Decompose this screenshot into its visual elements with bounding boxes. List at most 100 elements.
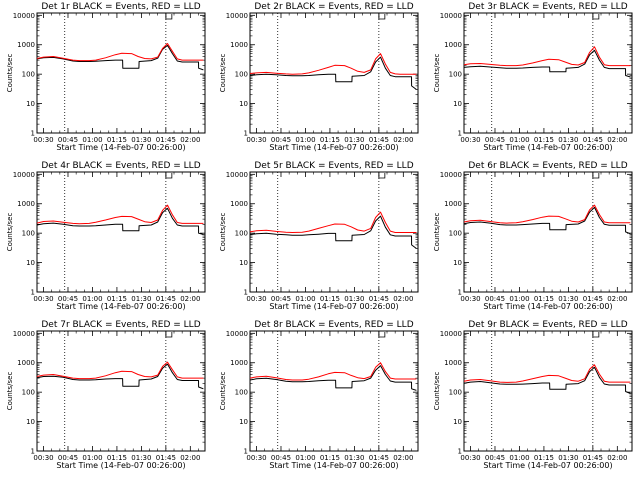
x-tick-label: 02:00: [393, 454, 413, 462]
x-tick-label: 02:00: [180, 295, 200, 303]
y-axis-label: Counts/sec: [433, 54, 441, 93]
axes-frame: [249, 330, 419, 452]
bracket-marker: [592, 332, 600, 338]
lld-series-line: [249, 211, 417, 233]
lld-series-line: [463, 46, 631, 67]
x-tick-label: 01:00: [509, 136, 529, 144]
x-tick-label: 00:45: [485, 136, 505, 144]
panel-6: Det 6r BLACK = Events, RED = LLD 1 10 100 10…: [433, 161, 633, 311]
y-tick-label: 10000: [440, 330, 462, 338]
events-series-line: [463, 49, 631, 78]
x-tick-label: 01:30: [131, 295, 151, 303]
y-tick-label: 1: [31, 448, 35, 456]
y-tick-label: 100: [22, 230, 35, 238]
y-axis-label: Counts/sec: [6, 372, 14, 411]
panel-9: Det 9r BLACK = Events, RED = LLD 1 10 100 10…: [433, 320, 633, 470]
y-tick-label: 100: [235, 230, 248, 238]
events-series-line: [249, 365, 417, 391]
y-tick-label: 10000: [226, 171, 248, 179]
x-tick-label: 02:00: [180, 136, 200, 144]
y-axis-label: Counts/sec: [433, 372, 441, 411]
x-tick-label: 01:15: [107, 454, 127, 462]
x-tick-label: 01:15: [320, 136, 340, 144]
axes-frame: [36, 171, 206, 293]
axes-frame: [36, 12, 206, 134]
axes-frame: [463, 330, 633, 452]
panel-title: Det 2r BLACK = Events, RED = LLD: [254, 2, 413, 12]
lld-series-line: [36, 43, 204, 62]
axes-frame: [36, 330, 206, 452]
y-axis-label: Counts/sec: [219, 54, 227, 93]
panel-title: Det 8r BLACK = Events, RED = LLD: [254, 320, 413, 330]
events-series-line: [36, 44, 204, 71]
x-tick-label: 01:45: [583, 136, 603, 144]
y-tick-label: 1000: [444, 359, 462, 367]
panel-title: Det 7r BLACK = Events, RED = LLD: [41, 320, 200, 330]
x-axis-label: Start Time (14-Feb-07 00:26:00): [483, 143, 612, 152]
x-tick-label: 00:30: [460, 295, 480, 303]
x-tick-label: 01:45: [583, 295, 603, 303]
y-tick-label: 100: [22, 389, 35, 397]
x-tick-label: 00:30: [246, 295, 266, 303]
x-tick-label: 01:30: [344, 454, 364, 462]
y-axis-label: Counts/sec: [6, 54, 14, 93]
x-tick-label: 01:30: [131, 454, 151, 462]
x-axis-label: Start Time (14-Feb-07 00:26:00): [56, 302, 185, 311]
x-tick-label: 01:00: [295, 136, 315, 144]
y-tick-label: 10: [453, 259, 462, 267]
x-tick-label: 02:00: [393, 295, 413, 303]
y-tick-label: 1000: [230, 200, 248, 208]
x-tick-label: 00:45: [58, 454, 78, 462]
x-axis-label: Start Time (14-Feb-07 00:26:00): [269, 302, 398, 311]
x-tick-label: 00:30: [33, 295, 53, 303]
x-tick-label: 01:15: [534, 136, 554, 144]
x-tick-label: 02:00: [180, 454, 200, 462]
y-tick-label: 10000: [440, 171, 462, 179]
x-tick-label: 02:00: [393, 136, 413, 144]
x-tick-label: 01:45: [156, 295, 176, 303]
y-tick-label: 10: [453, 418, 462, 426]
panel-title: Det 3r BLACK = Events, RED = LLD: [468, 2, 627, 12]
lld-series-line: [463, 364, 631, 383]
y-tick-label: 100: [449, 230, 462, 238]
x-axis-label: Start Time (14-Feb-07 00:26:00): [56, 461, 185, 470]
x-tick-label: 01:00: [82, 136, 102, 144]
y-axis-label: Counts/sec: [6, 213, 14, 252]
y-tick-label: 10000: [226, 12, 248, 20]
panel-title: Det 6r BLACK = Events, RED = LLD: [468, 161, 627, 171]
bracket-marker: [165, 14, 173, 20]
panel-5: Det 5r BLACK = Events, RED = LLD 1 10 100 10…: [219, 161, 419, 311]
y-tick-label: 1: [244, 130, 248, 138]
bracket-marker: [378, 332, 386, 338]
events-series-line: [463, 206, 631, 235]
x-axis-label: Start Time (14-Feb-07 00:26:00): [483, 302, 612, 311]
y-tick-label: 1: [244, 289, 248, 297]
events-series-line: [36, 207, 204, 235]
y-tick-label: 10: [239, 100, 248, 108]
bracket-marker: [592, 173, 600, 179]
x-tick-label: 00:45: [271, 454, 291, 462]
y-tick-label: 10: [239, 259, 248, 267]
x-tick-label: 00:30: [460, 136, 480, 144]
x-tick-label: 01:30: [558, 136, 578, 144]
panel-title: Det 4r BLACK = Events, RED = LLD: [41, 161, 200, 171]
x-tick-label: 00:45: [58, 295, 78, 303]
x-tick-label: 01:30: [344, 136, 364, 144]
x-tick-label: 01:45: [156, 454, 176, 462]
panel-7: Det 7r BLACK = Events, RED = LLD 1 10 100 10…: [6, 320, 206, 470]
panel-1: Det 1r BLACK = Events, RED = LLD 1 10 100 10…: [6, 2, 206, 152]
y-tick-label: 100: [235, 71, 248, 79]
y-tick-label: 1000: [17, 359, 35, 367]
y-axis-label: Counts/sec: [219, 372, 227, 411]
y-tick-label: 100: [235, 389, 248, 397]
y-tick-label: 10000: [13, 12, 35, 20]
lld-series-line: [463, 204, 631, 224]
y-tick-label: 100: [449, 389, 462, 397]
x-tick-label: 02:00: [607, 136, 627, 144]
panel-3: Det 3r BLACK = Events, RED = LLD 1 10 100 10…: [433, 2, 633, 152]
x-tick-label: 01:00: [509, 295, 529, 303]
x-axis-label: Start Time (14-Feb-07 00:26:00): [56, 143, 185, 152]
lld-series-line: [249, 53, 417, 75]
x-tick-label: 02:00: [607, 454, 627, 462]
